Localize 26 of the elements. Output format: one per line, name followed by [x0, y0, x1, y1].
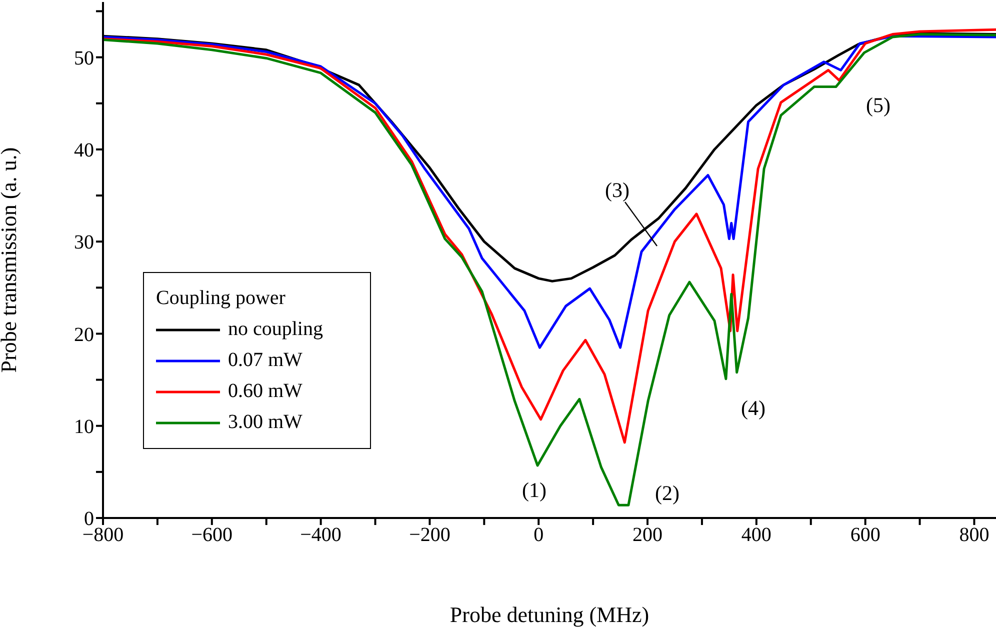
x-tick-label: 200	[632, 524, 663, 546]
y-tick-label: 30	[74, 232, 94, 254]
y-tick-label: 10	[74, 416, 94, 438]
annotation: (5)	[866, 93, 890, 117]
y-tick-label: 50	[74, 47, 94, 70]
x-tick-label: 0	[534, 524, 544, 546]
line-series	[103, 34, 996, 349]
legend-label: 3.00 mW	[228, 410, 302, 435]
legend-label: no coupling	[228, 317, 323, 342]
x-tick-label: 600	[850, 524, 880, 546]
y-axis-title: Probe transmission (a. u.)	[0, 147, 21, 373]
y-tick-label: 40	[74, 140, 94, 162]
x-tick-label: 400	[741, 524, 772, 546]
x-tick-label: −400	[300, 524, 342, 546]
legend-label: 0.60 mW	[228, 379, 302, 404]
x-tick-label: −600	[191, 524, 233, 546]
y-tick-label: 20	[74, 324, 94, 346]
x-axis-title: Probe detuning (MHz)	[450, 602, 650, 627]
annotation: (3)	[605, 178, 630, 202]
annotation: (4)	[741, 396, 766, 420]
annotation: (1)	[522, 478, 546, 502]
legend-label: 0.07 mW	[228, 348, 302, 373]
x-tick-label: 800	[959, 524, 990, 546]
legend-title: Coupling power	[156, 286, 286, 311]
annotation: (2)	[655, 481, 680, 505]
x-tick-label: −200	[409, 524, 450, 546]
